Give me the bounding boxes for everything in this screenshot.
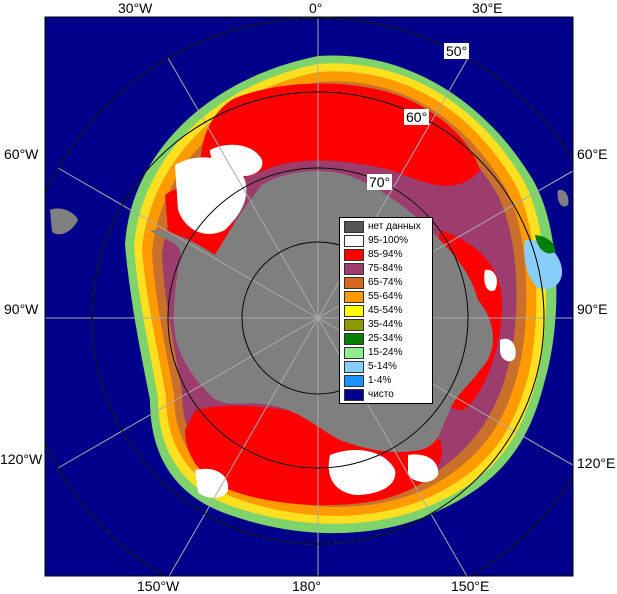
ice-white-patch-3 bbox=[328, 450, 396, 495]
legend-swatch bbox=[344, 389, 364, 401]
lon-label-0: 0° bbox=[309, 0, 323, 16]
lon-label-150e: 150°E bbox=[451, 578, 490, 594]
legend-label: 95-100% bbox=[368, 235, 409, 246]
legend-label: 5-14% bbox=[368, 361, 397, 372]
legend-label: нет данных bbox=[368, 221, 421, 232]
legend-label: чисто bbox=[368, 389, 394, 400]
legend-label: 55-64% bbox=[368, 291, 403, 302]
legend-item-1-4: 1-4% bbox=[342, 374, 432, 387]
lon-label-150w: 150°W bbox=[137, 578, 180, 594]
land-south-america bbox=[50, 208, 78, 235]
legend-label: 1-4% bbox=[368, 375, 392, 386]
legend-item-85-94: 85-94% bbox=[342, 248, 432, 261]
lon-label-90e: 90°E bbox=[577, 301, 608, 317]
lat-label-60: 60° bbox=[404, 109, 430, 125]
legend-item-65-74: 65-74% bbox=[342, 276, 432, 289]
legend-item-no-data: нет данных bbox=[342, 220, 432, 233]
legend-swatch bbox=[344, 347, 364, 359]
legend-item-5-14: 5-14% bbox=[342, 360, 432, 373]
legend-label: 85-94% bbox=[368, 249, 403, 260]
legend-swatch bbox=[344, 249, 364, 261]
concentration-legend: нет данных 95-100% 85-94% 75-84% 65-74% … bbox=[339, 217, 433, 404]
legend-item-15-24: 15-24% bbox=[342, 346, 432, 359]
legend-label: 35-44% bbox=[368, 319, 403, 330]
legend-label: 65-74% bbox=[368, 277, 403, 288]
lon-label-120w: 120°W bbox=[0, 451, 43, 467]
ice-white-patch-6 bbox=[500, 338, 516, 362]
lat-label-50: 50° bbox=[444, 43, 470, 59]
legend-swatch bbox=[344, 277, 364, 289]
legend-swatch bbox=[344, 319, 364, 331]
ice-white-patch-1 bbox=[175, 157, 247, 234]
map-frame bbox=[44, 16, 574, 577]
legend-swatch bbox=[344, 291, 364, 303]
lon-label-60e: 60°E bbox=[577, 146, 608, 162]
legend-swatch bbox=[344, 221, 364, 233]
ice-green-patch bbox=[535, 235, 556, 254]
legend-label: 15-24% bbox=[368, 347, 403, 358]
legend-label: 25-34% bbox=[368, 333, 403, 344]
legend-item-35-44: 35-44% bbox=[342, 318, 432, 331]
legend-item-25-34: 25-34% bbox=[342, 332, 432, 345]
legend-swatch bbox=[344, 305, 364, 317]
legend-item-95-100: 95-100% bbox=[342, 234, 432, 247]
lon-label-180: 180° bbox=[292, 578, 321, 594]
legend-item-55-64: 55-64% bbox=[342, 290, 432, 303]
ice-white-patch-5 bbox=[408, 454, 439, 483]
ice-white-patch-4 bbox=[195, 468, 229, 498]
lon-label-60w: 60°W bbox=[4, 146, 39, 162]
legend-swatch bbox=[344, 333, 364, 345]
legend-item-45-54: 45-54% bbox=[342, 304, 432, 317]
lon-label-120e: 120°E bbox=[577, 455, 616, 471]
lon-label-30e: 30°E bbox=[472, 0, 503, 16]
legend-label: 45-54% bbox=[368, 305, 403, 316]
legend-swatch bbox=[344, 263, 364, 275]
land-small-island bbox=[557, 189, 569, 207]
lat-label-70: 70° bbox=[367, 174, 393, 190]
lon-label-90w: 90°W bbox=[4, 301, 39, 317]
legend-item-75-84: 75-84% bbox=[342, 262, 432, 275]
legend-label: 75-84% bbox=[368, 263, 403, 274]
ice-white-patch-7 bbox=[484, 269, 497, 291]
legend-swatch bbox=[344, 235, 364, 247]
lon-label-30w: 30°W bbox=[118, 0, 153, 16]
legend-item-clear: чисто bbox=[342, 388, 432, 401]
legend-swatch bbox=[344, 375, 364, 387]
legend-swatch bbox=[344, 361, 364, 373]
